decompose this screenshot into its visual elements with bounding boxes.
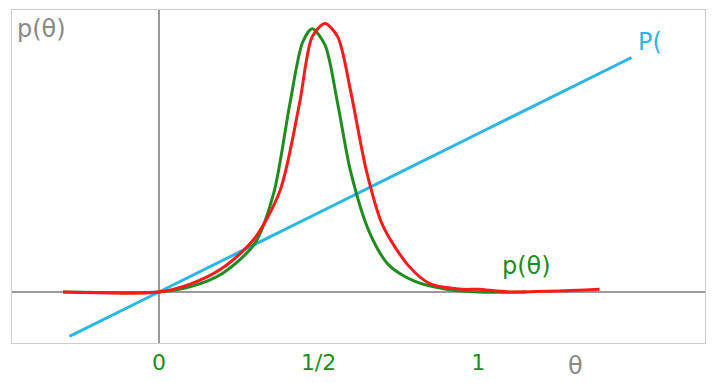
- svg-text:θ: θ: [568, 352, 583, 380]
- svg-text:1: 1: [471, 350, 485, 375]
- svg-text:p(θ): p(θ): [502, 252, 551, 280]
- svg-text:0: 0: [152, 350, 166, 375]
- svg-text:p(θ): p(θ): [17, 15, 66, 43]
- svg-text:1/2: 1/2: [301, 350, 336, 375]
- svg-text:P(: P(: [638, 28, 662, 56]
